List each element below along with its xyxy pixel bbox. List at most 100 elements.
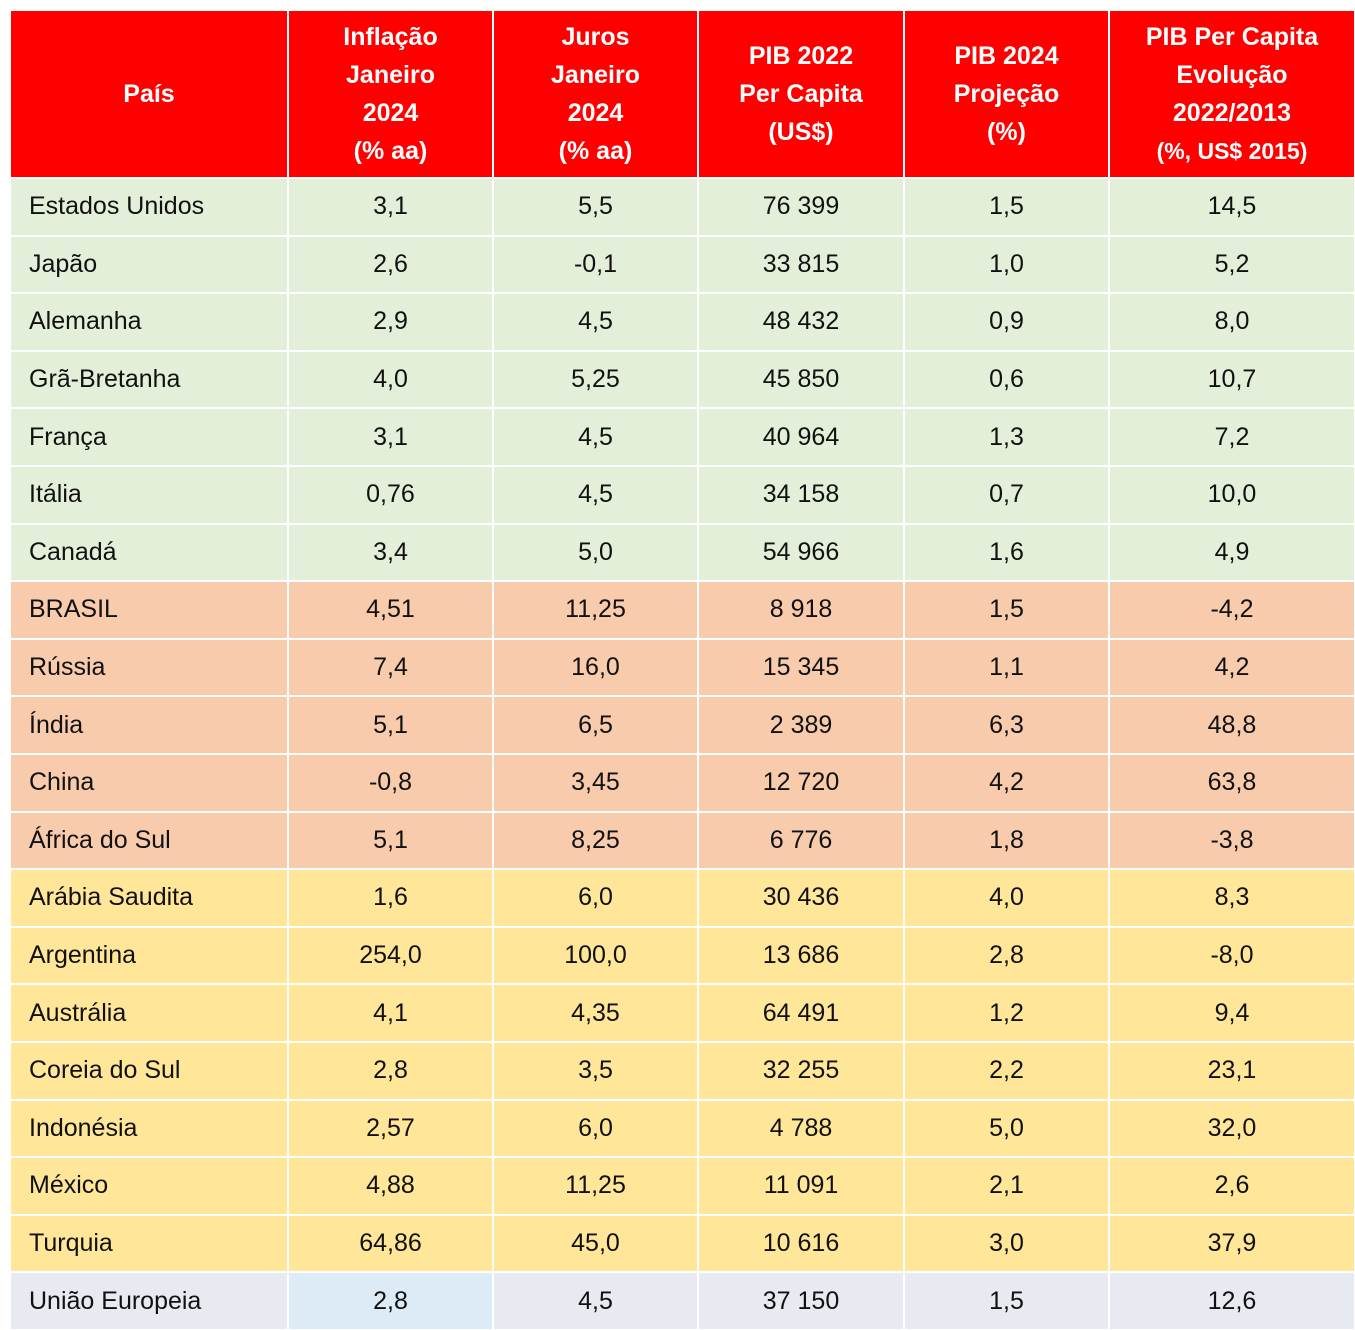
cell-text: 100,0 (564, 941, 627, 970)
value-cell: 2,8 (904, 926, 1109, 985)
cell-text: 1,5 (989, 1286, 1024, 1315)
value-cell: 10,0 (1109, 466, 1355, 524)
value-cell: 1,6 (904, 523, 1109, 582)
value-cell: 4,5 (493, 466, 698, 524)
cell-text: 15 345 (762, 653, 840, 682)
value-cell: 33 815 (698, 235, 904, 294)
cell-text: -8,0 (1210, 941, 1254, 970)
cell-text: 4,5 (578, 480, 613, 509)
header-text: Per Capita (739, 80, 863, 108)
cell-text: 8,3 (1214, 883, 1250, 912)
cell-text: 0,6 (989, 365, 1024, 394)
value-cell: 5,2 (1109, 235, 1355, 294)
value-cell: 4,9 (1109, 523, 1355, 582)
cell-text: 1,6 (373, 883, 408, 912)
value-cell: 11,25 (493, 581, 698, 639)
value-cell: 12 720 (698, 754, 904, 812)
value-cell: 5,25 (493, 350, 698, 409)
value-cell: 6,0 (493, 1099, 698, 1158)
cell-text: 2,1 (989, 1171, 1024, 1200)
value-cell: 30 436 (698, 869, 904, 927)
value-cell: 5,5 (493, 178, 698, 236)
header-text: (% aa) (558, 137, 633, 165)
cell-text: Estados Unidos (29, 192, 205, 221)
cell-text: 1,8 (989, 825, 1024, 854)
value-cell: 7,4 (288, 638, 493, 697)
header-text: PIB 2022 (748, 42, 854, 70)
cell-text: Coreia do Sul (29, 1056, 181, 1085)
value-cell: 12,6 (1109, 1272, 1355, 1330)
cell-text: 0,76 (366, 480, 415, 509)
value-cell: 3,0 (904, 1214, 1109, 1273)
value-cell: 2,8 (288, 1272, 493, 1330)
cell-text: 4,88 (366, 1171, 415, 1200)
value-cell: 2,1 (904, 1157, 1109, 1215)
value-cell: 48,8 (1109, 696, 1355, 754)
cell-text: 2,8 (989, 941, 1024, 970)
country-cell: Austrália (10, 984, 288, 1042)
value-cell: 4,0 (904, 869, 1109, 927)
country-cell: Argentina (10, 926, 288, 985)
header-text: PIB Per Capita (1145, 23, 1319, 51)
cell-text: -0,1 (573, 249, 618, 278)
country-cell: Canadá (10, 523, 288, 582)
cell-text: 4,1 (373, 998, 408, 1027)
value-cell: 34 158 (698, 466, 904, 524)
header-text: Janeiro (551, 61, 640, 89)
value-cell: 1,2 (904, 984, 1109, 1042)
cell-text: 5,2 (1214, 249, 1250, 278)
value-cell: -4,2 (1109, 581, 1355, 639)
country-cell: França (10, 408, 288, 466)
value-cell: 1,1 (904, 638, 1109, 697)
cell-text: Argentina (29, 941, 137, 970)
cell-text: 12,6 (1207, 1286, 1257, 1315)
cell-text: 4,51 (366, 595, 415, 624)
country-cell: Rússia (10, 638, 288, 697)
cell-text: 14,5 (1207, 192, 1257, 221)
value-cell: 63,8 (1109, 754, 1355, 812)
header-text: Inflação (343, 23, 438, 51)
cell-text: 6,3 (989, 710, 1024, 739)
cell-text: 48,8 (1207, 710, 1257, 739)
cell-text: Alemanha (29, 307, 142, 336)
cell-text: 8 918 (769, 595, 833, 624)
cell-text: França (29, 422, 107, 451)
cell-text: 5,1 (373, 825, 408, 854)
cell-text: 13 686 (762, 941, 840, 970)
cell-text: 5,25 (571, 365, 620, 394)
cell-text: 254,0 (359, 941, 422, 970)
cell-text: 11,25 (565, 1171, 626, 1200)
cell-text: 10,7 (1207, 365, 1257, 394)
country-cell: México (10, 1157, 288, 1215)
value-cell: 0,76 (288, 466, 493, 524)
value-cell: 76 399 (698, 178, 904, 236)
value-cell: -0,1 (493, 235, 698, 294)
value-cell: 0,9 (904, 293, 1109, 351)
value-cell: 8,3 (1109, 869, 1355, 927)
value-cell: 3,45 (493, 754, 698, 812)
value-cell: 23,1 (1109, 1042, 1355, 1100)
header-text: PIB 2024 (954, 42, 1059, 70)
cell-text: 2 389 (769, 710, 833, 739)
value-cell: 0,7 (904, 466, 1109, 524)
header-text: (%) (987, 118, 1026, 146)
value-cell: 10 616 (698, 1214, 904, 1273)
value-cell: 0,6 (904, 350, 1109, 409)
value-cell: 32,0 (1109, 1099, 1355, 1158)
value-cell: 45 850 (698, 350, 904, 409)
value-cell: 4,88 (288, 1157, 493, 1215)
cell-text: 40 964 (762, 422, 840, 451)
cell-text: 76 399 (762, 192, 840, 221)
value-cell: 4,35 (493, 984, 698, 1042)
cell-text: 7,2 (1214, 422, 1250, 451)
cell-text: 4,9 (1214, 537, 1250, 566)
cell-text: União Europeia (29, 1286, 202, 1315)
cell-text: 4,5 (578, 422, 613, 451)
value-cell: 1,5 (904, 178, 1109, 236)
cell-text: 48 432 (762, 307, 840, 336)
cell-text: 10 616 (762, 1229, 840, 1258)
cell-text: Grã-Bretanha (29, 365, 181, 394)
cell-text: 4 788 (769, 1113, 833, 1142)
country-cell: Coreia do Sul (10, 1042, 288, 1100)
value-cell: -3,8 (1109, 811, 1355, 870)
